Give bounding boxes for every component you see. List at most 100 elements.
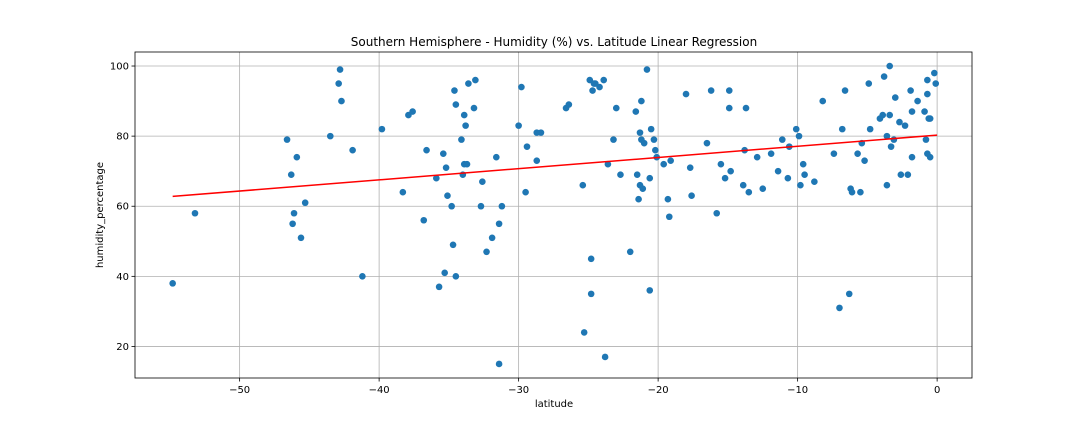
scatter-point	[439, 150, 447, 157]
scatter-point	[522, 188, 529, 196]
scatter-point	[880, 73, 888, 80]
scatter-point	[819, 97, 827, 105]
scatter-point	[725, 87, 733, 94]
scatter-point	[908, 108, 916, 115]
scatter-point	[472, 76, 479, 84]
x-tick-label: −30	[508, 385, 529, 396]
x-axis-label: latitude	[535, 399, 573, 410]
y-axis-ticks: 20 40 60 80 100	[110, 62, 135, 353]
scatter-point	[926, 115, 934, 122]
scatter-point	[626, 248, 634, 256]
regression-line	[172, 134, 938, 198]
y-tick-label: 100	[110, 62, 129, 73]
scatter-point	[604, 160, 612, 168]
scatter-point	[495, 360, 503, 368]
scatter-point	[836, 304, 843, 312]
y-tick-label: 20	[116, 342, 129, 353]
regression-line-group	[172, 134, 938, 198]
scatter-point	[423, 146, 430, 154]
scatter-point	[921, 108, 928, 115]
scatter-point	[442, 164, 450, 171]
scatter-point	[660, 160, 668, 168]
scatter-point	[901, 122, 909, 129]
scatter-point	[745, 188, 753, 196]
scatter-point	[707, 87, 715, 94]
scatter-point	[767, 150, 775, 157]
scatter-point	[891, 94, 899, 101]
scatter-point	[293, 153, 301, 161]
scatter-point	[483, 248, 490, 256]
scatter-point	[169, 280, 176, 287]
scatter-point	[479, 178, 486, 185]
scatter-point	[335, 80, 342, 87]
scatter-point	[460, 111, 468, 119]
scatter-point	[883, 132, 891, 140]
plot-frame	[134, 51, 973, 379]
y-tick-label: 60	[116, 202, 129, 213]
scatter-point	[926, 153, 934, 161]
scatter-point	[924, 76, 931, 84]
chart-title: Southern Hemisphere - Humidity (%) vs. L…	[351, 35, 757, 49]
scatter-point	[890, 136, 898, 143]
scatter-point	[449, 241, 457, 249]
scatter-point	[931, 69, 938, 77]
scatter-point	[441, 269, 448, 277]
scatter-point	[596, 83, 603, 91]
scatter-point	[830, 150, 838, 157]
grid-lines	[135, 52, 972, 378]
scatter-point	[488, 234, 496, 242]
scatter-point	[409, 108, 416, 115]
scatter-point	[883, 181, 891, 189]
scatter-point	[600, 76, 608, 84]
scatter-point	[650, 136, 658, 143]
scatter-point	[703, 139, 711, 147]
scatter-point	[433, 174, 440, 182]
scatter-point	[533, 157, 541, 164]
scatter-point	[665, 213, 673, 221]
scatter-point	[283, 136, 291, 143]
scatter-point	[493, 153, 500, 161]
scatter-point	[580, 329, 588, 336]
x-tick-label: −20	[648, 385, 669, 396]
scatter-point	[897, 171, 905, 178]
scatter-point	[448, 202, 455, 210]
scatter-point	[866, 125, 874, 133]
scatter-point	[907, 87, 914, 94]
scatter-point	[477, 202, 485, 210]
scatter-point	[667, 157, 674, 164]
scatter-point	[713, 209, 721, 217]
scatter-point	[462, 122, 469, 129]
scatter-point	[801, 171, 808, 178]
scatter-point	[451, 87, 458, 94]
scatter-point	[610, 136, 617, 143]
scatter-point	[861, 157, 868, 164]
y-tick-label: 80	[116, 132, 129, 143]
scatter-point	[924, 90, 931, 98]
scatter-point	[632, 108, 640, 115]
scatter-point	[633, 171, 641, 178]
scatter-point	[359, 273, 366, 280]
scatter-point	[435, 283, 443, 291]
scatter-point	[841, 87, 849, 94]
scatter-point	[886, 62, 893, 70]
scatter-point	[922, 136, 930, 143]
x-tick-label: −10	[787, 385, 808, 396]
scatter-point	[854, 150, 861, 157]
scatter-point	[908, 153, 916, 161]
scatter-point	[327, 132, 334, 140]
scatter-point	[686, 164, 694, 171]
scatter-point	[290, 209, 298, 217]
scatter-point	[664, 195, 672, 203]
scatter-point	[879, 111, 887, 119]
scatter-point	[643, 66, 651, 73]
scatter-point	[301, 199, 309, 207]
scatter-point	[338, 97, 345, 105]
scatter-point	[795, 132, 803, 140]
scatter-point	[652, 146, 659, 154]
scatter-point	[759, 185, 767, 193]
x-tick-label: 0	[934, 385, 940, 396]
scatter-point	[646, 287, 654, 294]
y-axis-label: humidity_percentage	[95, 162, 106, 268]
x-tick-label: −40	[369, 385, 390, 396]
